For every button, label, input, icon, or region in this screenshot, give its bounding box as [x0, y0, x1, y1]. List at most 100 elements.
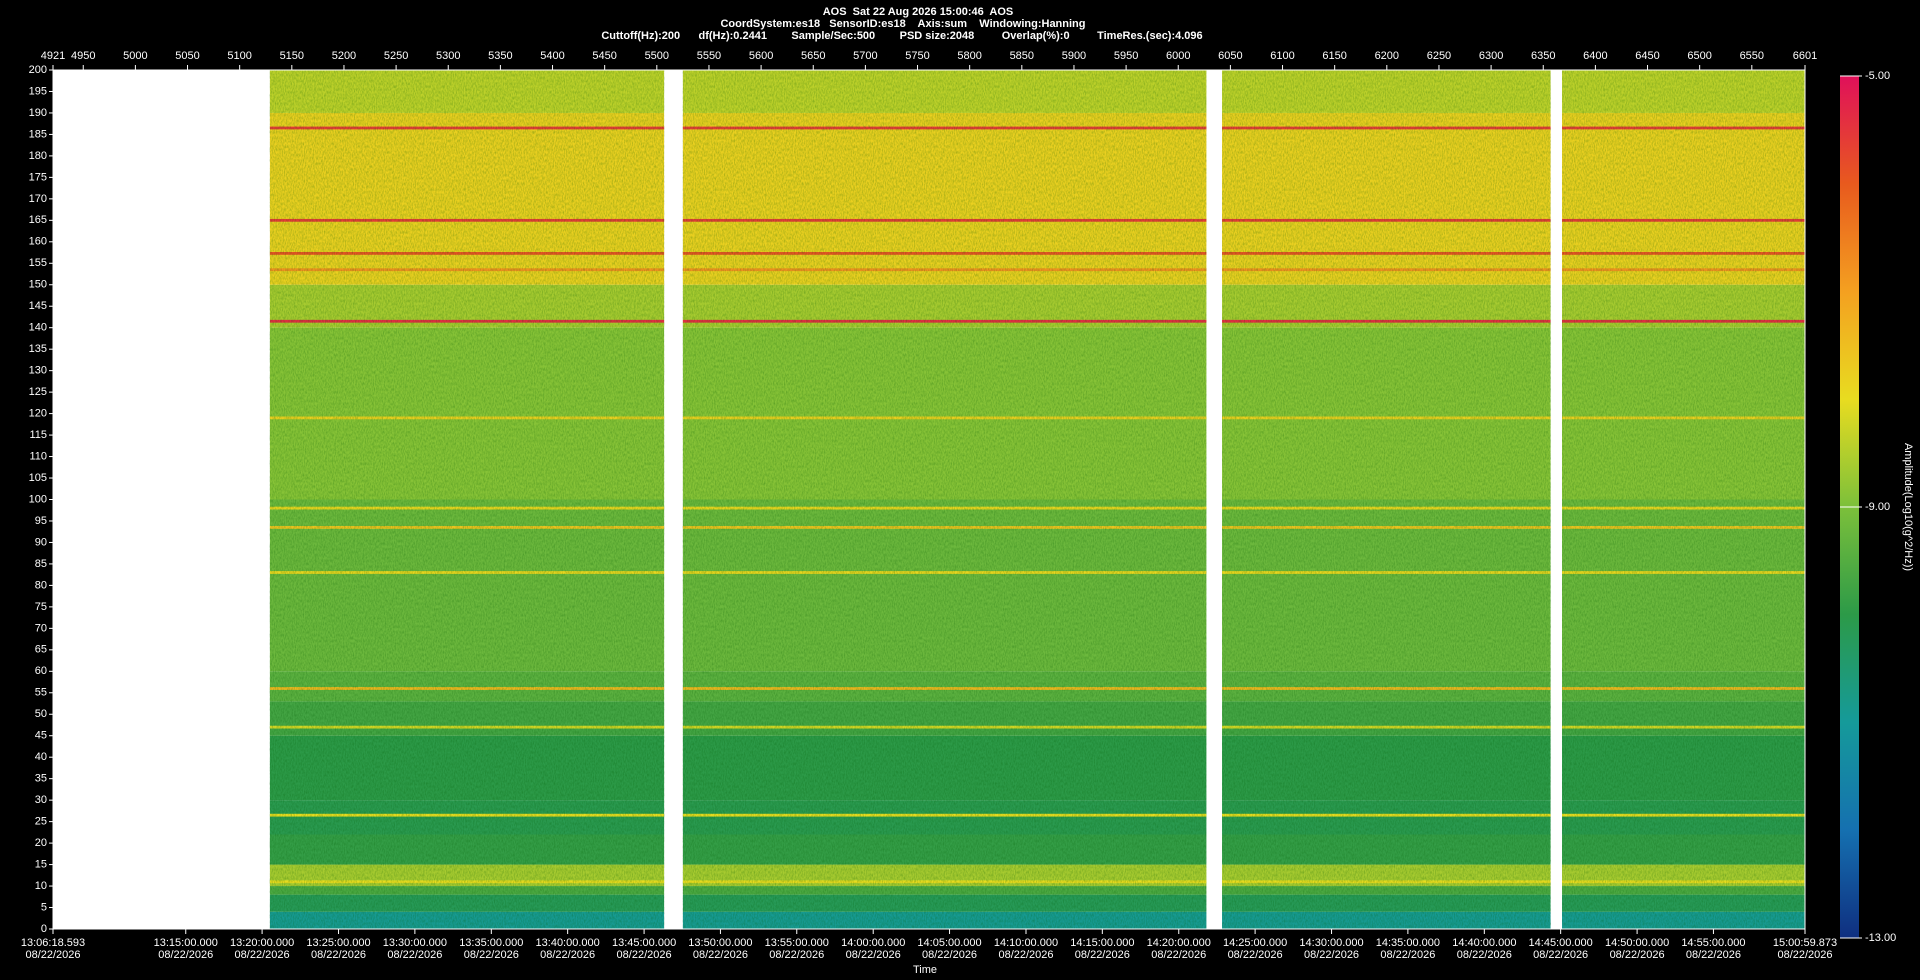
y-tick-label: 145 [29, 300, 47, 312]
time-tick-label: 14:25:00.000 [1223, 937, 1287, 949]
x-tick-label: 5500 [645, 50, 669, 62]
time-tick-date: 08/22/2026 [1533, 949, 1588, 961]
noise-texture [1222, 70, 1551, 929]
x-tick-label: 5850 [1010, 50, 1034, 62]
y-tick-label: 15 [35, 858, 47, 870]
x-tick-label: 5350 [488, 50, 512, 62]
time-tick-label: 14:00:00.000 [841, 937, 905, 949]
y-tick-label: 0 [41, 923, 47, 935]
x-tick-label: 5900 [1062, 50, 1086, 62]
time-tick-label: 13:35:00.000 [459, 937, 523, 949]
x-tick-label: 5300 [436, 50, 460, 62]
colorbar-tick-label: -9.00 [1865, 501, 1890, 513]
time-tick-label: 14:55:00.000 [1681, 937, 1745, 949]
colorbar-tick-label: -5.00 [1865, 70, 1890, 82]
time-tick-label: 14:30:00.000 [1299, 937, 1363, 949]
time-tick-label: 14:15:00.000 [1070, 937, 1134, 949]
time-tick-date: 08/22/2026 [846, 949, 901, 961]
y-tick-label: 165 [29, 214, 47, 226]
noise-texture [269, 70, 665, 929]
x-tick-label: 5200 [332, 50, 356, 62]
y-tick-label: 120 [29, 408, 47, 420]
colorbar-tick-label: -13.00 [1865, 932, 1896, 944]
y-tick-label: 115 [29, 429, 47, 441]
y-tick-label: 35 [35, 773, 47, 785]
time-tick-date: 08/22/2026 [617, 949, 672, 961]
y-tick-label: 75 [35, 601, 47, 613]
y-tick-label: 65 [35, 644, 47, 656]
x-tick-label: 6200 [1375, 50, 1399, 62]
time-tick-label: 13:15:00.000 [154, 937, 218, 949]
y-tick-label: 185 [29, 128, 47, 140]
time-tick-date: 08/22/2026 [311, 949, 366, 961]
y-tick-label: 195 [29, 85, 47, 97]
x-tick-label: 5000 [123, 50, 147, 62]
x-tick-label: 4950 [71, 50, 95, 62]
y-tick-label: 95 [35, 515, 47, 527]
time-tick-date: 08/22/2026 [235, 949, 290, 961]
y-tick-label: 60 [35, 665, 47, 677]
time-tick-date: 08/22/2026 [769, 949, 824, 961]
x-tick-label: 5150 [280, 50, 304, 62]
time-tick-date: 08/22/2026 [1777, 949, 1832, 961]
x-tick-label: 6601 [1793, 50, 1817, 62]
time-tick-label: 14:50:00.000 [1605, 937, 1669, 949]
time-tick-label: 13:45:00.000 [612, 937, 676, 949]
time-tick-date: 08/22/2026 [1686, 949, 1741, 961]
noise-texture [1562, 70, 1805, 929]
x-tick-label: 6000 [1166, 50, 1190, 62]
time-tick-label: 13:30:00.000 [383, 937, 447, 949]
y-tick-label: 160 [29, 236, 47, 248]
time-tick-date: 08/22/2026 [1228, 949, 1283, 961]
y-tick-label: 130 [29, 365, 47, 377]
y-tick-label: 5 [41, 901, 47, 913]
time-tick-date: 08/22/2026 [540, 949, 595, 961]
y-tick-label: 50 [35, 708, 47, 720]
y-tick-label: 90 [35, 536, 47, 548]
time-tick-label: 14:35:00.000 [1376, 937, 1440, 949]
time-tick-date: 08/22/2026 [998, 949, 1053, 961]
x-tick-label: 4921 [41, 50, 65, 62]
time-tick-date: 08/22/2026 [387, 949, 442, 961]
x-tick-label: 5650 [801, 50, 825, 62]
y-tick-label: 190 [29, 107, 47, 119]
y-tick-label: 105 [29, 472, 47, 484]
y-tick-label: 150 [29, 279, 47, 291]
y-tick-label: 135 [29, 343, 47, 355]
x-tick-label: 6500 [1687, 50, 1711, 62]
y-tick-label: 70 [35, 622, 47, 634]
time-tick-label: 13:25:00.000 [306, 937, 370, 949]
time-tick-label: 14:45:00.000 [1529, 937, 1593, 949]
time-tick-label: 15:00:59.873 [1773, 937, 1837, 949]
y-tick-label: 110 [29, 450, 47, 462]
parameters: Cuttoff(Hz):200 df(Hz):0.2441 Sample/Sec… [601, 30, 1202, 42]
y-tick-label: 45 [35, 730, 47, 742]
time-tick-date: 08/22/2026 [1380, 949, 1435, 961]
x-tick-label: 6450 [1635, 50, 1659, 62]
y-tick-label: 55 [35, 687, 47, 699]
time-tick-label: 14:40:00.000 [1452, 937, 1516, 949]
x-tick-label: 5050 [175, 50, 199, 62]
time-tick-label: 13:20:00.000 [230, 937, 294, 949]
time-tick-label: 13:40:00.000 [536, 937, 600, 949]
y-tick-label: 80 [35, 579, 47, 591]
colorbar-label: Amplitude(Log10(g^2/Hz)) [1902, 443, 1914, 571]
time-tick-date: 08/22/2026 [1610, 949, 1665, 961]
x-tick-label: 5100 [227, 50, 251, 62]
y-tick-label: 20 [35, 837, 47, 849]
x-tick-label: 6400 [1583, 50, 1607, 62]
x-tick-label: 6550 [1740, 50, 1764, 62]
x-tick-label: 5400 [540, 50, 564, 62]
y-tick-label: 25 [35, 816, 47, 828]
x-tick-label: 5450 [592, 50, 616, 62]
x-tick-label: 5600 [749, 50, 773, 62]
y-tick-label: 175 [29, 171, 47, 183]
time-tick-label: 14:05:00.000 [917, 937, 981, 949]
time-tick-date: 08/22/2026 [693, 949, 748, 961]
y-tick-label: 10 [35, 880, 47, 892]
x-tick-label: 6150 [1322, 50, 1346, 62]
time-tick-date: 08/22/2026 [1304, 949, 1359, 961]
time-tick-label: 13:06:18.593 [21, 937, 85, 949]
y-tick-label: 140 [29, 322, 47, 334]
